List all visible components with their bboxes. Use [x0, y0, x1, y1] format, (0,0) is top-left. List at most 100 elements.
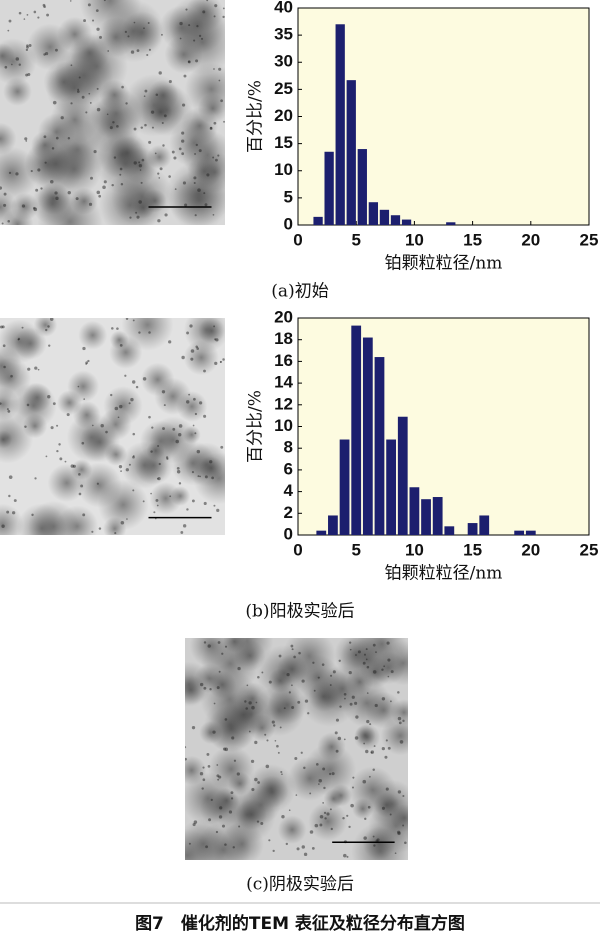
dot [352, 776, 355, 779]
dot [133, 21, 136, 24]
dot [8, 494, 11, 498]
dot [178, 424, 183, 428]
dot [329, 674, 333, 677]
dot [265, 764, 270, 769]
dot [298, 651, 301, 655]
dot [24, 137, 28, 141]
dot [219, 806, 223, 810]
dot [351, 786, 355, 789]
dot [314, 823, 319, 828]
dot [169, 495, 172, 498]
bar [390, 215, 401, 225]
dot [296, 847, 300, 851]
dot [89, 102, 92, 104]
dot [141, 158, 145, 162]
dot [66, 413, 70, 417]
dot [148, 140, 152, 144]
dot [26, 403, 30, 407]
dot [344, 697, 346, 700]
dot [372, 835, 375, 838]
dot [25, 73, 29, 77]
dot [366, 692, 369, 694]
dot [26, 14, 29, 16]
dot [102, 185, 106, 190]
dot [357, 650, 361, 654]
dot [47, 325, 50, 328]
dot [128, 463, 131, 466]
dot [319, 823, 323, 827]
dot [193, 39, 196, 42]
dot [173, 156, 177, 160]
dot [85, 111, 88, 114]
dot [248, 701, 252, 705]
bar [479, 515, 490, 535]
dot [179, 37, 182, 40]
dot [277, 751, 280, 754]
bar [362, 337, 373, 535]
dot [291, 648, 294, 651]
dot [354, 736, 359, 740]
dot [402, 794, 405, 798]
x-tick-label: 20 [521, 540, 540, 559]
dot [27, 367, 31, 371]
dot [381, 697, 386, 701]
particle [277, 815, 307, 845]
dot [165, 456, 169, 459]
dot [193, 176, 197, 180]
y-tick-label: 0 [284, 524, 293, 543]
dot [350, 803, 354, 808]
dot [181, 139, 185, 143]
caption: (b)阳极实验后 [245, 602, 354, 622]
dot [98, 527, 102, 530]
dot [111, 327, 114, 330]
dot [323, 811, 327, 815]
dot [158, 71, 162, 75]
dot [197, 188, 201, 192]
particle [170, 440, 216, 486]
dot [127, 35, 130, 38]
bar [357, 149, 367, 225]
dot [326, 812, 330, 816]
dot [250, 759, 255, 764]
tem-content [0, 0, 225, 225]
dot [216, 764, 219, 766]
dot [222, 7, 225, 10]
particle [3, 77, 32, 106]
bar [368, 202, 379, 225]
particle [71, 459, 93, 481]
dot [54, 191, 58, 195]
dot [351, 695, 355, 699]
dot [44, 161, 47, 164]
dot [52, 402, 56, 406]
dot [385, 787, 389, 791]
dot [328, 772, 332, 776]
dot [231, 736, 235, 740]
dot [397, 716, 402, 721]
dot [202, 10, 206, 14]
dot [373, 844, 376, 847]
dot [105, 430, 108, 434]
dot [215, 830, 219, 834]
dot [203, 192, 206, 195]
dot [397, 830, 401, 834]
dot [186, 508, 189, 511]
dot [404, 841, 407, 845]
dot [140, 126, 144, 129]
dot [375, 651, 377, 654]
dot [206, 173, 210, 177]
particle [121, 318, 174, 351]
dot [256, 820, 260, 823]
dot [138, 331, 141, 334]
dot [301, 845, 305, 849]
dot [140, 181, 143, 184]
dot [365, 749, 369, 754]
particle [390, 699, 408, 726]
particle [22, 413, 48, 439]
dot [199, 475, 201, 478]
dot [96, 190, 101, 195]
dot [30, 169, 33, 173]
dot [130, 397, 134, 402]
dot [343, 738, 346, 741]
dot [221, 652, 224, 655]
dot [12, 511, 16, 515]
